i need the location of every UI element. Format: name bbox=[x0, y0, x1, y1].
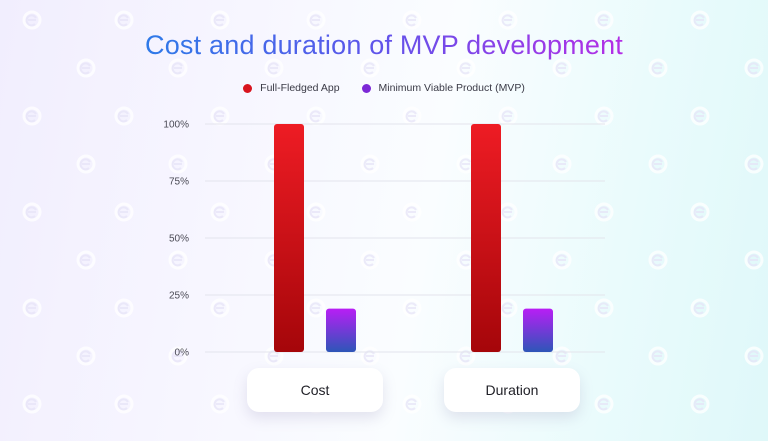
watermark-logo-icon bbox=[744, 250, 764, 270]
watermark-logo-icon bbox=[402, 298, 422, 318]
watermark-logo-icon bbox=[552, 58, 572, 78]
watermark-logo-icon bbox=[168, 58, 188, 78]
watermark-logo-icon bbox=[210, 202, 230, 222]
legend-label-mvp: Minimum Viable Product (MVP) bbox=[378, 82, 525, 94]
watermark-logo-icon bbox=[648, 154, 668, 174]
legend-swatch-full-fledged-app bbox=[243, 83, 253, 93]
y-tick-label: 100% bbox=[163, 120, 189, 131]
watermark-logo-icon bbox=[168, 346, 188, 366]
y-tick-label: 50% bbox=[169, 234, 189, 245]
watermark-logo-icon bbox=[264, 58, 284, 78]
watermark-logo-icon bbox=[360, 250, 380, 270]
x-category-label-cost: Cost bbox=[247, 368, 383, 412]
bar-full-fledged-app-duration bbox=[471, 124, 501, 352]
chart-title: Cost and duration of MVP development bbox=[145, 30, 623, 60]
y-tick-label: 0% bbox=[175, 348, 190, 359]
watermark-logo-icon bbox=[690, 202, 710, 222]
watermark-logo-icon bbox=[168, 250, 188, 270]
watermark-logo-icon bbox=[306, 298, 326, 318]
chart-legend: Full-Fledged App Minimum Viable Product … bbox=[0, 82, 768, 94]
bar-mvp-duration bbox=[523, 308, 553, 352]
watermark-logo-icon bbox=[114, 298, 134, 318]
watermark-logo-icon bbox=[552, 250, 572, 270]
y-tick-label: 25% bbox=[169, 291, 189, 302]
bar-full-fledged-app-cost bbox=[274, 124, 304, 352]
watermark-logo-icon bbox=[360, 346, 380, 366]
watermark-logo-icon bbox=[690, 298, 710, 318]
watermark-logo-icon bbox=[744, 346, 764, 366]
watermark-logo-icon bbox=[22, 106, 42, 126]
watermark-logo-icon bbox=[402, 394, 422, 414]
watermark-logo-icon bbox=[22, 298, 42, 318]
watermark-logo-icon bbox=[114, 394, 134, 414]
legend-item-mvp: Minimum Viable Product (MVP) bbox=[361, 82, 525, 94]
x-category-label-duration: Duration bbox=[444, 368, 580, 412]
watermark-logo-icon bbox=[22, 10, 42, 30]
watermark-logo-icon bbox=[76, 58, 96, 78]
legend-item-full-fledged-app: Full-Fledged App bbox=[243, 82, 340, 94]
bar-mvp-cost bbox=[326, 308, 356, 352]
watermark-logo-icon bbox=[22, 394, 42, 414]
watermark-logo-icon bbox=[744, 58, 764, 78]
watermark-logo-icon bbox=[114, 202, 134, 222]
watermark-logo-icon bbox=[360, 58, 380, 78]
watermark-logo-icon bbox=[498, 10, 518, 30]
watermark-logo-icon bbox=[76, 250, 96, 270]
watermark-logo-icon bbox=[402, 202, 422, 222]
watermark-logo-icon bbox=[210, 394, 230, 414]
watermark-logo-icon bbox=[402, 10, 422, 30]
y-tick-label: 75% bbox=[169, 177, 189, 188]
watermark-logo-icon bbox=[648, 58, 668, 78]
watermark-logo-icon bbox=[594, 394, 614, 414]
watermark-logo-icon bbox=[456, 58, 476, 78]
watermark-logo-icon bbox=[168, 154, 188, 174]
watermark-logo-icon bbox=[594, 298, 614, 318]
watermark-logo-icon bbox=[360, 154, 380, 174]
watermark-logo-icon bbox=[648, 346, 668, 366]
watermark-logo-icon bbox=[76, 346, 96, 366]
watermark-logo-icon bbox=[594, 10, 614, 30]
watermark-logo-icon bbox=[114, 106, 134, 126]
watermark-logo-icon bbox=[744, 154, 764, 174]
watermark-logo-icon bbox=[210, 298, 230, 318]
watermark-logo-icon bbox=[22, 202, 42, 222]
watermark-logo-icon bbox=[648, 250, 668, 270]
watermark-logo-icon bbox=[114, 10, 134, 30]
watermark-logo-icon bbox=[306, 10, 326, 30]
watermark-logo-icon bbox=[594, 202, 614, 222]
legend-swatch-mvp bbox=[361, 83, 371, 93]
watermark-logo-icon bbox=[552, 346, 572, 366]
watermark-logo-icon bbox=[552, 154, 572, 174]
watermark-logo-icon bbox=[690, 10, 710, 30]
watermark-logo-icon bbox=[76, 154, 96, 174]
watermark-logo-icon bbox=[306, 202, 326, 222]
watermark-logo-icon bbox=[690, 106, 710, 126]
watermark-logo-icon bbox=[690, 394, 710, 414]
watermark-logo-icon bbox=[210, 10, 230, 30]
legend-label-full-fledged-app: Full-Fledged App bbox=[260, 82, 340, 94]
